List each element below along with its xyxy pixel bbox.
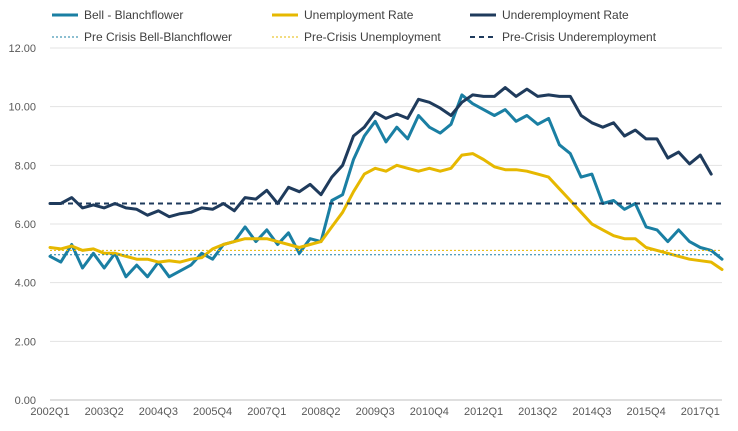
legend-label: Pre-Crisis Unemployment: [304, 30, 441, 44]
series-line: [48, 93, 724, 279]
x-tick-label: 2012Q1: [464, 406, 503, 418]
y-tick-label: 12.00: [8, 43, 36, 55]
y-tick-label: 10.00: [8, 102, 36, 114]
y-tick-label: 6.00: [15, 219, 36, 231]
legend-label: Bell - Blanchflower: [84, 8, 183, 22]
y-tick-label: 2.00: [15, 336, 36, 348]
legend-label: Pre Crisis Bell-Blanchflower: [84, 30, 232, 44]
x-tick-label: 2010Q4: [410, 406, 449, 418]
gridlines: [50, 47, 722, 401]
legend-label: Pre-Crisis Underemployment: [502, 30, 657, 44]
x-tick-label: 2003Q2: [85, 406, 124, 418]
x-tick-label: 2014Q3: [572, 406, 611, 418]
x-tick-label: 2013Q2: [518, 406, 557, 418]
x-tick-label: 2008Q2: [301, 406, 340, 418]
x-tick-label: 2002Q1: [30, 406, 69, 418]
legend-label: Underemployment Rate: [502, 8, 629, 22]
y-tick-label: 0.00: [15, 395, 36, 407]
legend-label: Unemployment Rate: [304, 8, 414, 22]
series-line: [48, 86, 713, 219]
x-tick-label: 2017Q1: [681, 406, 720, 418]
series-line: [48, 152, 724, 271]
x-tick-label: 2015Q4: [627, 406, 666, 418]
legend: Bell - Blanchflower Unemployment Rate Unde…: [52, 8, 657, 44]
x-tick-label: 2004Q3: [139, 406, 178, 418]
y-axis-ticks: 0.00 2.00 4.00 6.00 8.00 10.00 12.00: [8, 43, 36, 407]
x-tick-label: 2007Q1: [247, 406, 286, 418]
x-axis-ticks: 2002Q1 2003Q2 2004Q3 2005Q4 2007Q1 2008Q2 2009…: [30, 406, 719, 418]
y-tick-label: 8.00: [15, 160, 36, 172]
x-tick-label: 2005Q4: [193, 406, 232, 418]
x-tick-label: 2009Q3: [356, 406, 395, 418]
y-tick-label: 4.00: [15, 278, 36, 290]
series-lines: [48, 86, 724, 279]
